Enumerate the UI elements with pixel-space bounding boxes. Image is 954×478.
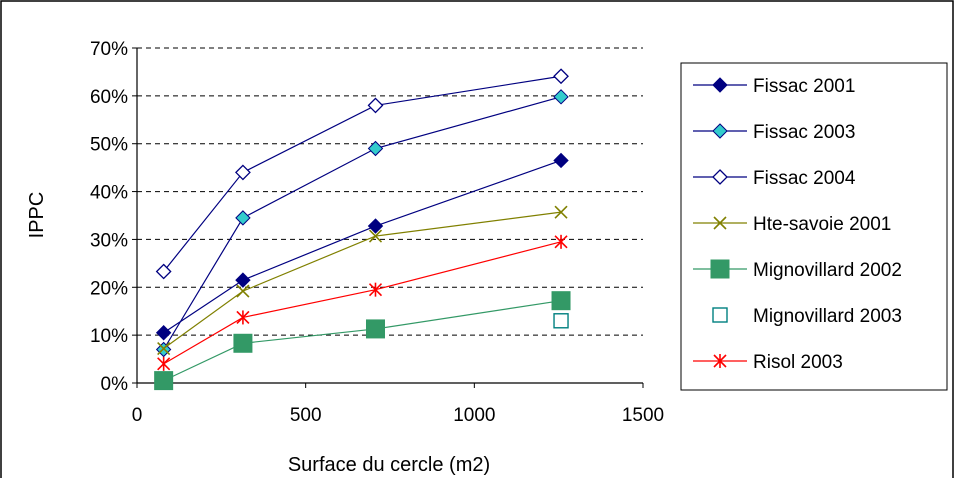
legend-item: Hte-savoie 2001 <box>693 214 891 235</box>
data-point <box>236 310 250 325</box>
legend-item: Mignovillard 2002 <box>693 259 902 281</box>
data-point <box>235 210 251 226</box>
y-tick-label: 60% <box>90 87 128 108</box>
legend-item: Fissac 2004 <box>693 168 856 189</box>
data-point <box>235 164 251 181</box>
series-risol-2003 <box>157 234 568 371</box>
marker-stroke <box>554 205 568 219</box>
series-line <box>163 159 562 334</box>
series-line <box>163 300 562 382</box>
data-point <box>155 263 172 280</box>
data-point <box>712 77 728 93</box>
data-point <box>367 218 384 234</box>
data-point <box>368 282 383 297</box>
legend-item: Fissac 2003 <box>693 122 855 143</box>
data-point <box>710 259 730 279</box>
legend-item: Mignovillard 2003 <box>712 306 902 327</box>
series-hte-savoie-2001 <box>157 205 568 356</box>
legend-item: Risol 2003 <box>693 352 843 373</box>
legend-box <box>680 62 948 391</box>
data-point <box>154 371 174 391</box>
series-fissac-2004 <box>155 68 569 280</box>
y-tick-label: 0% <box>101 374 129 395</box>
y-tick-label: 70% <box>90 39 128 60</box>
data-point <box>368 229 383 243</box>
series-fissac-2001 <box>155 152 569 341</box>
data-point <box>367 140 384 157</box>
y-tick-label: 20% <box>90 278 128 299</box>
data-point <box>713 216 727 230</box>
y-tick-label: 40% <box>90 183 128 204</box>
data-point <box>554 205 568 219</box>
data-point <box>157 341 171 356</box>
series-fissac-2003 <box>155 89 569 358</box>
data-point <box>553 89 569 105</box>
data-point <box>365 319 385 339</box>
series-layer <box>154 68 571 391</box>
x-tick-label: 1500 <box>622 405 664 426</box>
axes: 0% 10% 20% 30% 40% 50% 60% 70% 0 500 1000 1500 <box>90 39 664 426</box>
data-point <box>367 97 384 114</box>
legend-label: Mignovillard 2003 <box>753 306 902 327</box>
series-line <box>163 241 562 365</box>
legend-label: Fissac 2001 <box>753 76 855 97</box>
marker-stroke <box>713 216 727 230</box>
data-point <box>553 68 569 85</box>
y-axis-title: IPPC <box>26 192 48 239</box>
x-tick-label: 500 <box>290 405 322 426</box>
data-point <box>233 333 253 353</box>
legend-label: Fissac 2003 <box>753 122 855 143</box>
x-tick-label: 0 <box>132 405 143 426</box>
data-point <box>551 291 571 311</box>
data-point <box>712 169 728 185</box>
marker-stroke <box>157 341 171 356</box>
data-point <box>553 152 569 169</box>
legend-label: Hte-savoie 2001 <box>753 214 891 235</box>
legend-label: Fissac 2004 <box>753 168 856 189</box>
x-axis-title: Surface du cercle (m2) <box>288 454 490 476</box>
y-tick-label: 10% <box>90 326 128 347</box>
legend-label: Risol 2003 <box>753 352 843 373</box>
gridlines <box>137 47 643 336</box>
y-tick-label: 50% <box>90 135 128 156</box>
marker-stroke <box>368 229 383 243</box>
data-point <box>235 272 251 288</box>
series-mignovillard-2002 <box>154 291 571 391</box>
x-tick-label: 1000 <box>453 405 495 426</box>
marker-stroke <box>236 284 250 298</box>
series-line <box>163 96 562 350</box>
data-point <box>712 123 728 139</box>
legend: Fissac 2001 Fissac 2003 Fissac 2004 Hte-sav… <box>680 62 948 391</box>
data-point <box>553 313 569 329</box>
series-mignovillard-2003 <box>553 313 569 329</box>
data-point <box>712 307 728 323</box>
data-point <box>554 234 568 249</box>
series-line <box>163 75 562 272</box>
legend-item: Fissac 2001 <box>693 76 855 97</box>
y-tick-label: 30% <box>90 230 128 251</box>
data-point <box>236 284 250 298</box>
legend-label: Mignovillard 2002 <box>753 260 902 281</box>
data-point <box>713 354 727 368</box>
data-point <box>155 325 172 341</box>
data-point <box>157 356 171 371</box>
series-line <box>163 211 562 350</box>
